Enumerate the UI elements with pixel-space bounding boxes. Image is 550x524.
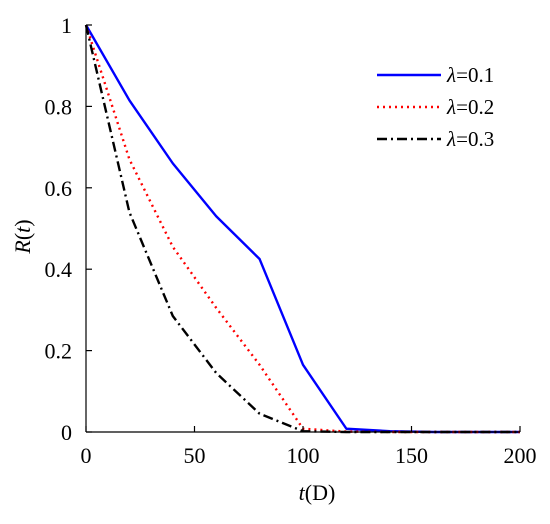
y-tick-label: 0.2 <box>45 339 73 364</box>
axes: 0 50 100 150 200 0 0.2 0.4 0.6 0.8 1 <box>45 13 537 468</box>
y-tick-label: 1 <box>61 13 72 38</box>
y-tick-label: 0.6 <box>45 176 73 201</box>
legend-symbol: λ <box>446 127 456 151</box>
legend-symbol: λ <box>446 63 456 87</box>
y-tick-label: 0.8 <box>45 94 73 119</box>
legend: λ=0.1λ=0.2λ=0.3 <box>377 63 494 151</box>
x-tick-label: 150 <box>395 443 428 468</box>
legend-value: =0.2 <box>456 95 494 119</box>
legend-label-3: λ=0.3 <box>446 127 494 151</box>
legend-value: =0.1 <box>456 63 494 87</box>
x-tick-label: 100 <box>287 443 320 468</box>
legend-symbol: λ <box>446 95 456 119</box>
x-tick-label: 0 <box>81 443 92 468</box>
x-axis-var: t <box>299 480 306 505</box>
y-tick-label: 0 <box>61 420 72 445</box>
y-axis-label: R(t) <box>10 219 35 254</box>
axis-labels: t(D)R(t) <box>10 219 335 505</box>
y-axis-label-part: R <box>10 240 35 255</box>
legend-label-2: λ=0.2 <box>446 95 494 119</box>
legend-label-1: λ=0.1 <box>446 63 494 87</box>
x-tick-label: 50 <box>184 443 206 468</box>
y-axis-label-part: t <box>10 226 35 233</box>
x-tick-label: 200 <box>504 443 537 468</box>
y-tick-label: 0.4 <box>45 257 73 282</box>
y-axis-label-part: ( <box>10 233 35 240</box>
y-axis-label-part: ) <box>10 219 35 226</box>
legend-value: =0.3 <box>456 127 494 151</box>
x-axis-label: t(D) <box>299 480 336 505</box>
x-axis-unit: (D) <box>305 480 336 505</box>
